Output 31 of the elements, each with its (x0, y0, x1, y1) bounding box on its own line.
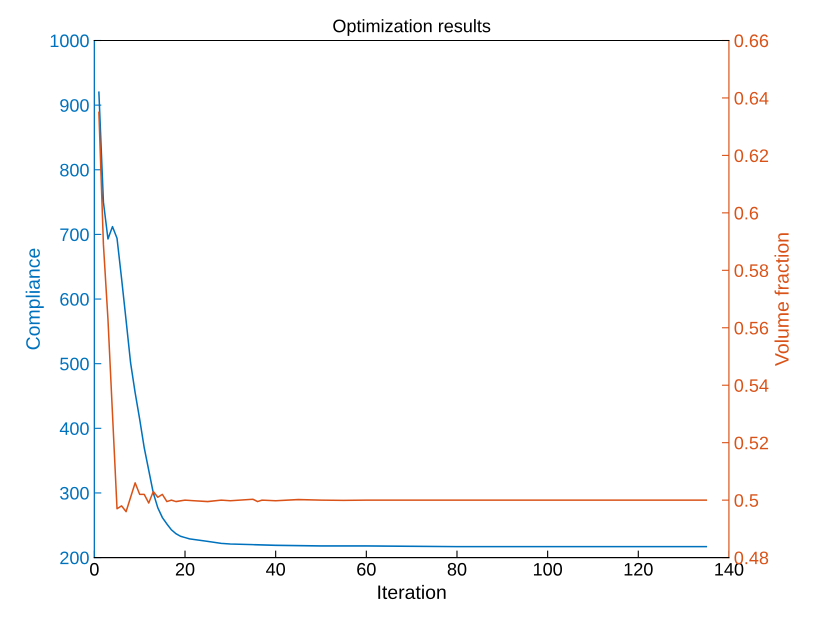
x-tick-label: 100 (534, 562, 562, 576)
y-tick-label: 600 (60, 292, 89, 306)
y-tick-label: 500 (60, 358, 89, 370)
y-tick-label: 200 (60, 552, 89, 564)
y2-tick-label: 0.5 (734, 494, 758, 507)
y2-tick-label: 0.52 (734, 436, 768, 450)
x-tick-label: 140 (715, 562, 744, 576)
y2-tick-label: 0.56 (734, 322, 768, 334)
x-tick-label: 60 (357, 562, 376, 576)
y2-tick-label: 0.48 (734, 552, 768, 564)
y2-tick-label: 0.58 (734, 264, 768, 278)
y-tick-label: 800 (60, 164, 89, 176)
y-tick-label: 900 (60, 99, 89, 112)
y2-tick-label: 0.6 (734, 206, 758, 220)
y-tick-label: 400 (60, 422, 89, 436)
y-tick-label: 700 (60, 228, 89, 242)
x-tick-label: 120 (624, 562, 653, 576)
y2-tick-label: 0.54 (734, 379, 768, 392)
x-tick-label: 40 (266, 562, 286, 576)
y-tick-label: 1000 (50, 34, 89, 48)
y2-axis-title: Volume fraction (774, 233, 789, 366)
y2-tick-label: 0.66 (734, 34, 768, 48)
y-tick-label: 300 (60, 486, 89, 500)
x-tick-label: 0 (90, 562, 99, 576)
x-tick-label: 80 (448, 562, 466, 576)
chart-title: Optimization results (333, 19, 490, 36)
y-axis-title: Compliance (26, 248, 44, 350)
x-tick-label: 20 (176, 562, 194, 576)
x-axis-title: Iteration (378, 584, 446, 600)
y2-tick-label: 0.64 (734, 92, 768, 105)
y2-tick-label: 0.62 (734, 149, 768, 162)
